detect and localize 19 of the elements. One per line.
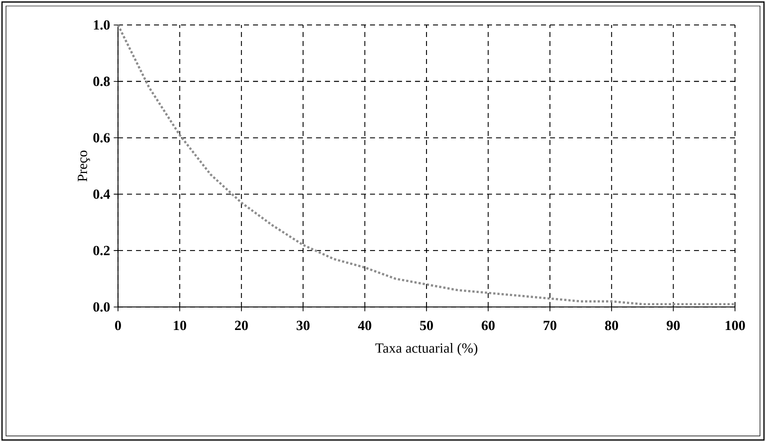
y-tick-label: 0.8 [93, 76, 110, 86]
x-tick-label: 40 [358, 320, 372, 330]
x-tick-label: 50 [420, 320, 433, 330]
x-tick-label: 60 [482, 320, 495, 330]
y-tick-label: 0.0 [93, 302, 110, 312]
y-tick-label: 0.6 [93, 133, 110, 143]
x-tick-label: 20 [235, 320, 248, 330]
x-tick-label: 10 [174, 320, 186, 330]
x-axis-title: Taxa actuarial (%) [375, 343, 478, 356]
y-tick-label: 0.4 [93, 189, 110, 199]
x-tick-label: 0 [115, 320, 121, 330]
x-tick-label: 80 [605, 320, 618, 330]
x-tick-label: 100 [726, 320, 745, 330]
x-tick-label: 90 [666, 320, 680, 330]
x-tick-label: 70 [544, 320, 556, 330]
x-tick-label: 30 [296, 320, 310, 330]
y-axis-title: Preço [78, 150, 90, 182]
y-tick-label: 0.2 [93, 246, 110, 256]
y-tick-label: 1.0 [94, 20, 110, 30]
